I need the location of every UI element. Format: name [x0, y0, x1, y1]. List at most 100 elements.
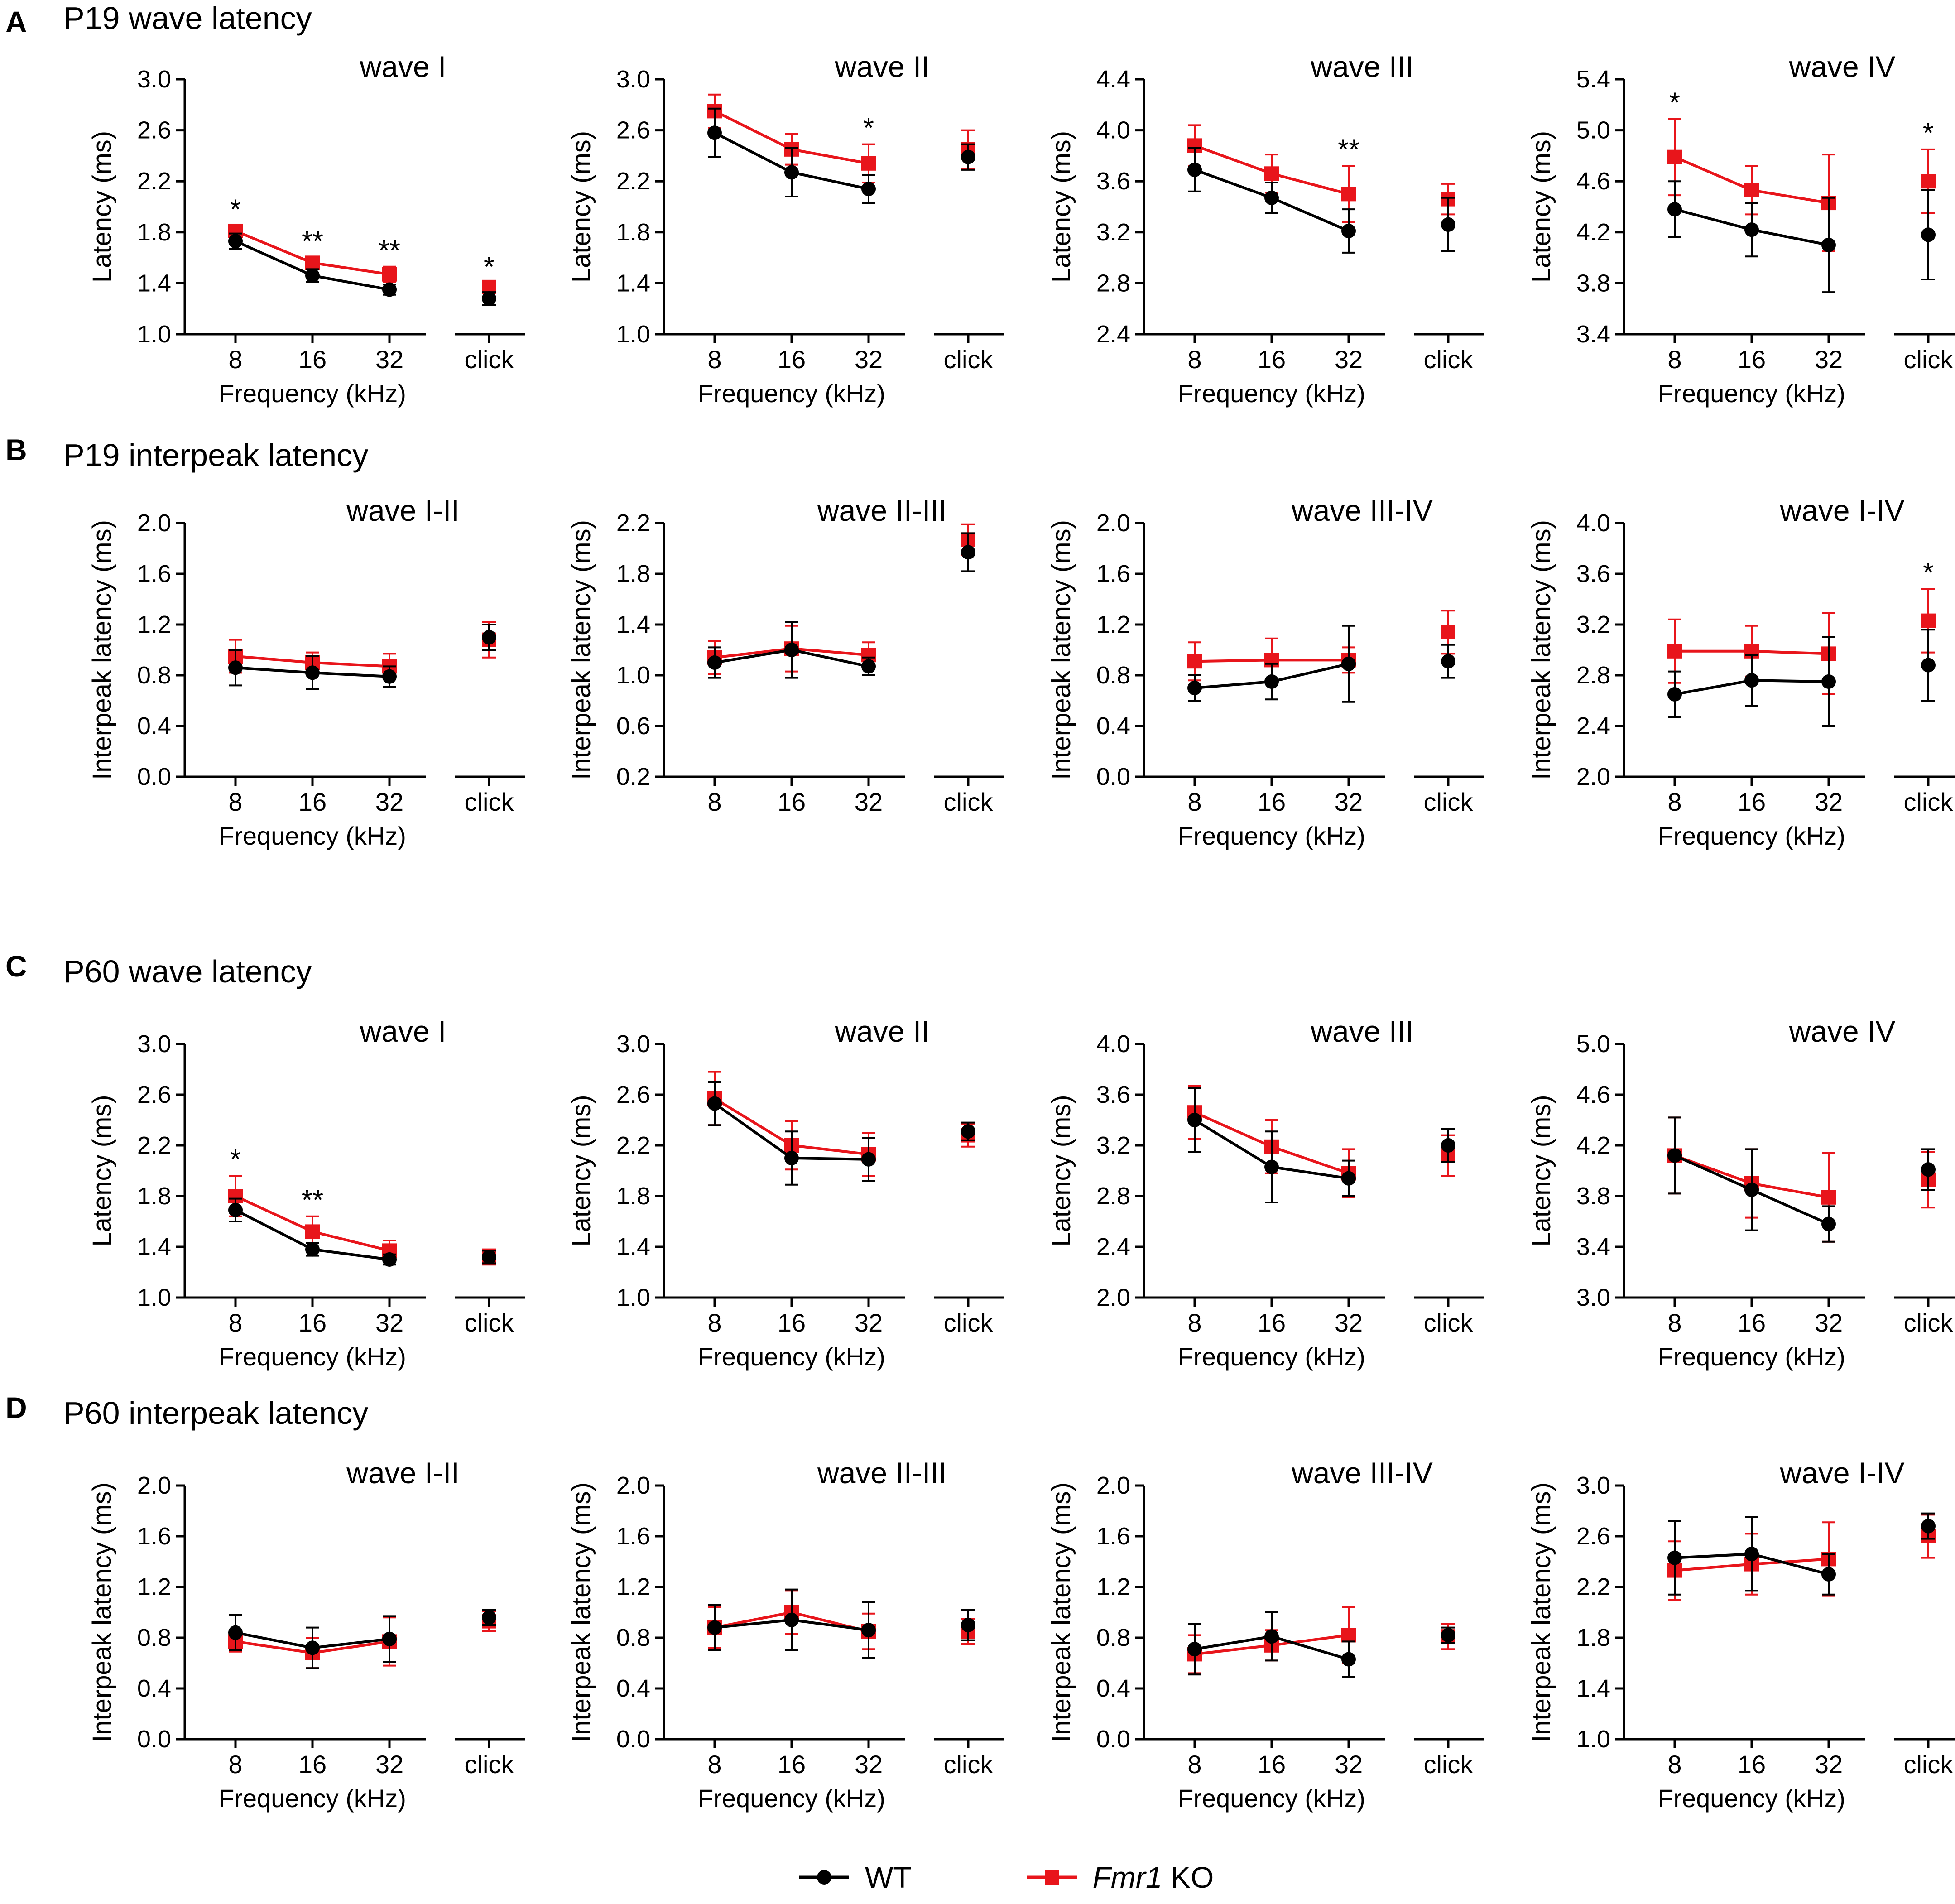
- y-tick-label: 0.8: [1096, 1624, 1130, 1651]
- y-tick-label: 1.8: [616, 1183, 650, 1210]
- chart-title: wave I-IV: [1779, 494, 1904, 527]
- y-tick-label: 3.6: [1576, 560, 1610, 587]
- section-title-d: P60 interpeak latency: [63, 1395, 369, 1431]
- y-axis-label: Interpeak latency (ms): [1047, 1482, 1076, 1742]
- x-tick-label: 16: [1258, 345, 1286, 374]
- data-point-wt: [861, 1152, 876, 1167]
- data-point-wt: [1921, 1519, 1936, 1534]
- y-tick-label: 2.2: [137, 168, 171, 195]
- y-tick-label: 0.0: [616, 1726, 650, 1753]
- data-point-wt: [1821, 674, 1836, 689]
- y-tick-label: 2.4: [1576, 712, 1610, 740]
- x-tick-label: 16: [298, 1308, 327, 1337]
- x-tick-label-click: click: [1904, 788, 1954, 816]
- y-tick-label: 3.4: [1576, 1233, 1610, 1260]
- x-tick-label: 8: [228, 788, 242, 816]
- data-point-wt: [1441, 217, 1455, 232]
- data-point-wt: [1341, 1171, 1356, 1186]
- chart-title: wave I: [360, 1015, 447, 1048]
- x-tick-label-click: click: [465, 788, 514, 816]
- x-axis-label: Frequency (kHz): [698, 1784, 885, 1813]
- y-tick-label: 0.8: [1096, 662, 1130, 689]
- y-tick-label: 4.0: [1096, 1030, 1130, 1058]
- y-tick-label: 1.2: [137, 1573, 171, 1601]
- y-axis-label: Interpeak latency (ms): [567, 1482, 596, 1742]
- data-point-wt: [1441, 1628, 1455, 1643]
- y-tick-label: 0.6: [616, 712, 650, 740]
- data-point-ko: [1264, 166, 1279, 181]
- y-tick-label: 1.6: [1096, 560, 1130, 587]
- y-tick-label: 1.8: [137, 219, 171, 246]
- x-tick-label-click: click: [465, 1750, 514, 1779]
- data-point-wt: [1187, 1113, 1202, 1127]
- chart-title: wave III: [1310, 1015, 1413, 1048]
- y-tick-label: 1.0: [616, 1284, 650, 1311]
- x-tick-label-click: click: [1424, 1308, 1474, 1337]
- section-title-c: P60 wave latency: [63, 954, 312, 989]
- y-tick-label: 1.4: [1576, 1675, 1610, 1702]
- y-axis-label: Latency (ms): [1047, 1095, 1076, 1246]
- x-tick-label: 16: [298, 1750, 327, 1779]
- data-point-wt: [228, 1202, 243, 1217]
- data-point-ko: [861, 156, 876, 171]
- data-point-wt: [1744, 1183, 1759, 1197]
- data-point-ko: [382, 267, 397, 282]
- x-tick-label: 8: [1187, 788, 1201, 816]
- x-axis-label: Frequency (kHz): [1658, 822, 1845, 850]
- y-tick-label: 3.2: [1096, 1132, 1130, 1159]
- data-point-ko: [1921, 613, 1936, 628]
- y-tick-label: 2.6: [137, 1081, 171, 1108]
- data-point-wt: [1744, 222, 1759, 237]
- chart-title: wave III-IV: [1291, 494, 1433, 527]
- legend-ko-gene: Fmr1: [1092, 1861, 1162, 1894]
- data-point-wt: [861, 182, 876, 197]
- y-tick-label: 0.0: [1096, 1726, 1130, 1753]
- y-tick-label: 1.8: [616, 560, 650, 587]
- x-axis-label: Frequency (kHz): [1658, 379, 1845, 408]
- data-point-wt: [784, 1612, 799, 1627]
- x-tick-label: 8: [228, 1750, 242, 1779]
- chart-title: wave I-II: [346, 494, 459, 527]
- y-tick-label: 0.0: [137, 763, 171, 790]
- data-point-wt: [1667, 1550, 1682, 1565]
- chart-c-2: wave II 1.0 1.4 1.8 2.2 2.6 3.0 8 16 32 click Frequ…: [567, 1015, 1004, 1371]
- data-point-wt: [228, 660, 243, 675]
- y-axis-label: Interpeak latency (ms): [87, 520, 117, 780]
- data-point-wt: [861, 659, 876, 674]
- ko-line-marker-icon: [1027, 1870, 1077, 1885]
- y-tick-label: 3.2: [1096, 219, 1130, 246]
- y-tick-label: 0.4: [1096, 712, 1130, 740]
- x-axis-label: Frequency (kHz): [1658, 1342, 1845, 1371]
- chart-b-1: wave I-II 0.0 0.4 0.8 1.2 1.6 2.0 8 16 32 click Fre…: [87, 494, 525, 850]
- section-letter-d: D: [5, 1391, 27, 1424]
- y-tick-label: 2.0: [137, 1472, 171, 1499]
- chart-a-4: wave IV 3.4 3.8 4.2 4.6 5.0 5.4 8 16 32 click Frequ…: [1527, 50, 1955, 408]
- x-tick-label: 8: [707, 788, 721, 816]
- x-axis-label: Frequency (kHz): [219, 379, 406, 408]
- x-tick-label: 32: [1335, 1750, 1363, 1779]
- data-point-wt: [1264, 1159, 1279, 1174]
- chart-a-3: wave III 2.4 2.8 3.2 3.6 4.0 4.4 8 16 32 click Freq…: [1047, 50, 1484, 408]
- y-tick-label: 1.2: [616, 1573, 650, 1601]
- data-point-wt: [961, 1618, 975, 1632]
- legend-item-ko: Fmr1 KO: [1025, 1860, 1214, 1894]
- y-tick-label: 2.0: [616, 1472, 650, 1499]
- x-tick-label: 16: [1738, 1750, 1766, 1779]
- significance-star: *: [230, 1144, 241, 1175]
- data-point-wt: [482, 630, 496, 644]
- x-tick-label: 32: [855, 1750, 883, 1779]
- y-tick-label: 2.6: [616, 117, 650, 144]
- data-point-wt: [1341, 223, 1356, 238]
- y-tick-label: 4.4: [1096, 66, 1130, 93]
- y-axis-label: Latency (ms): [1527, 1095, 1556, 1246]
- significance-star: *: [230, 194, 241, 226]
- data-point-ko: [1667, 644, 1682, 659]
- chart-d-4: wave I-IV 1.0 1.4 1.8 2.2 2.6 3.0 8 16 32 click Fre…: [1527, 1456, 1955, 1813]
- chart-title: wave II: [834, 50, 929, 83]
- data-point-wt: [1667, 202, 1682, 217]
- y-axis-label: Interpeak latency (ms): [567, 520, 596, 780]
- data-point-wt: [784, 643, 799, 657]
- data-point-wt: [784, 165, 799, 180]
- data-point-wt: [382, 669, 397, 684]
- chart-title: wave II-III: [817, 1456, 947, 1490]
